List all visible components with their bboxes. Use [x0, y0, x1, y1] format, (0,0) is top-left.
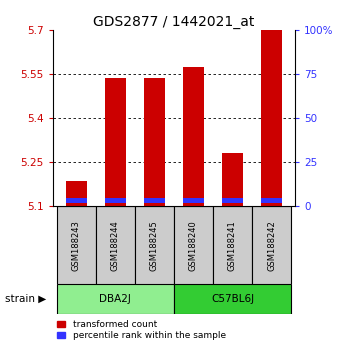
Bar: [135, 206, 174, 284]
Bar: [252, 206, 291, 284]
Bar: [105, 79, 126, 206]
Text: GSM188243: GSM188243: [72, 220, 81, 271]
Bar: [222, 198, 243, 203]
Bar: [144, 79, 165, 206]
Text: GSM188242: GSM188242: [267, 220, 276, 270]
Text: GSM188240: GSM188240: [189, 220, 198, 270]
Bar: [261, 198, 282, 203]
Bar: [183, 198, 204, 203]
Text: C57BL6J: C57BL6J: [211, 294, 254, 304]
Bar: [174, 206, 213, 284]
Text: DBA2J: DBA2J: [99, 294, 131, 304]
Bar: [183, 67, 204, 206]
Bar: [96, 206, 135, 284]
Bar: [144, 198, 165, 203]
Bar: [57, 284, 174, 314]
Bar: [174, 284, 291, 314]
Bar: [213, 206, 252, 284]
Text: GSM188241: GSM188241: [228, 220, 237, 270]
Bar: [65, 181, 87, 206]
Text: strain ▶: strain ▶: [5, 294, 46, 304]
Bar: [222, 153, 243, 206]
Bar: [105, 198, 126, 203]
Bar: [261, 30, 282, 206]
Title: GDS2877 / 1442021_at: GDS2877 / 1442021_at: [93, 15, 255, 29]
Bar: [57, 206, 96, 284]
Legend: transformed count, percentile rank within the sample: transformed count, percentile rank withi…: [57, 320, 226, 341]
Text: GSM188245: GSM188245: [150, 220, 159, 270]
Bar: [65, 198, 87, 203]
Text: GSM188244: GSM188244: [111, 220, 120, 270]
